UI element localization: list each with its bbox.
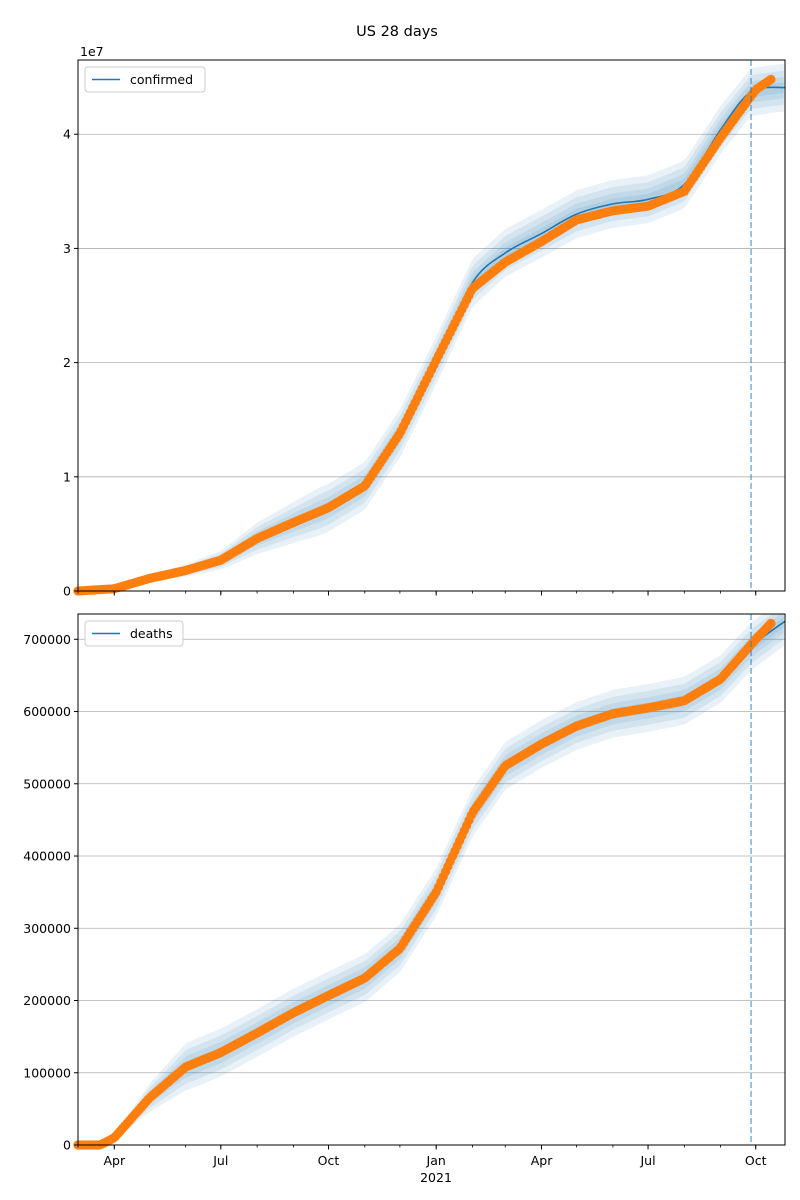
deaths-legend[interactable]: deaths: [84, 620, 184, 647]
confirmed-uncertainty-bands: [78, 63, 784, 591]
deaths-plot-frame: [77, 613, 786, 1146]
x-tick-label-5: Jul: [640, 1153, 656, 1168]
uncertainty-band-1: [78, 70, 784, 591]
x-tick-label-6: Oct: [745, 1153, 767, 1168]
x-tick-label-1: Jul: [212, 1153, 228, 1168]
uncertainty-band-1: [78, 614, 784, 1145]
confirmed-plot-frame: [77, 59, 786, 592]
y-tick-label-1: 100000: [23, 1065, 71, 1080]
y-tick-label-0: 0: [63, 584, 71, 599]
x-tick-label-4: Apr: [531, 1153, 553, 1168]
uncertainty-band-2: [78, 76, 784, 591]
y-tick-label-4: 400000: [23, 849, 71, 864]
y-tick-label-6: 600000: [23, 704, 71, 719]
confirmed-y-axis: 0 1 2 3 4: [63, 127, 78, 599]
x-tick-label-2: Oct: [318, 1153, 340, 1168]
deaths-legend-box: [84, 620, 184, 647]
x-tick-label-0: Apr: [103, 1153, 125, 1168]
deaths-x-axis: Apr Jul Oct Jan Apr Jul Oct: [77, 1145, 767, 1168]
confirmed-legend[interactable]: confirmed: [84, 66, 206, 93]
y-tick-label-2: 200000: [23, 993, 71, 1008]
confirmed-x-axis: [77, 591, 757, 596]
y-tick-label-2: 2: [63, 355, 71, 370]
deaths-observed-points: [73, 618, 776, 1150]
observed-point: [766, 618, 776, 628]
confirmed-observed-points: [73, 74, 776, 596]
confirmed-y-scale-label: 1e7: [80, 44, 104, 59]
y-tick-label-3: 3: [63, 241, 71, 256]
y-tick-label-3: 300000: [23, 921, 71, 936]
deaths-uncertainty-bands: [78, 614, 784, 1145]
confirmed-legend-label: confirmed: [130, 72, 193, 87]
deaths-legend-label: deaths: [130, 626, 173, 641]
uncertainty-band-0: [78, 614, 784, 1145]
x-tick-label-3: Jan: [426, 1153, 446, 1168]
deaths-y-axis: 0 100000 200000 300000 400000 500000 600000 700…: [23, 632, 78, 1153]
figure-title: US 28 days: [356, 24, 438, 40]
confirmed-panel: 0 1 2 3 4 1e7 confirmed: [63, 44, 786, 599]
deaths-panel: 0 100000 200000 300000 400000 500000 600000 700…: [23, 613, 786, 1185]
confirmed-legend-box: [84, 66, 206, 93]
uncertainty-band-3: [78, 82, 784, 591]
y-tick-label-0: 0: [63, 1138, 71, 1153]
y-tick-label-5: 500000: [23, 776, 71, 791]
uncertainty-band-0: [78, 63, 784, 591]
y-tick-label-7: 700000: [23, 632, 71, 647]
y-tick-label-4: 4: [63, 127, 71, 142]
observed-point: [766, 74, 776, 85]
x-year-label: 2021: [420, 1170, 452, 1185]
y-tick-label-1: 1: [63, 469, 71, 484]
